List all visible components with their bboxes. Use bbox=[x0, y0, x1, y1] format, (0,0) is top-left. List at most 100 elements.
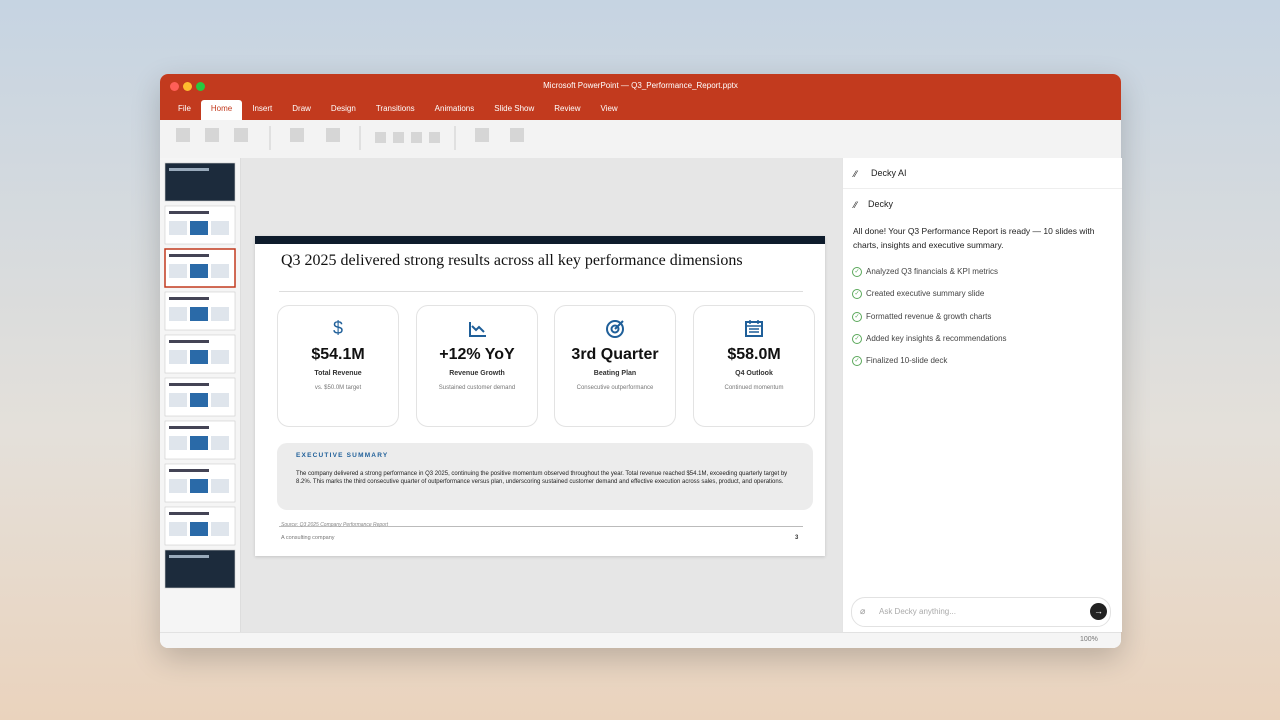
thumbnail-block bbox=[211, 221, 229, 235]
kpi-value: 3rd Quarter bbox=[571, 346, 659, 363]
svg-text:$: $ bbox=[333, 318, 343, 338]
thumbnail-block bbox=[169, 307, 187, 321]
thumbnail-text bbox=[169, 168, 209, 171]
ribbon-tab[interactable]: Draw bbox=[292, 104, 311, 113]
thumbnail-text bbox=[169, 297, 209, 300]
check-icon: ✓ bbox=[852, 267, 862, 277]
thumbnail-block bbox=[211, 522, 229, 536]
thumbnail-block bbox=[190, 221, 208, 235]
ribbon bbox=[160, 120, 1121, 159]
step-item: Analyzed Q3 financials & KPI metrics bbox=[866, 267, 999, 276]
zoom-level[interactable]: 100% bbox=[1080, 636, 1098, 643]
ribbon-tab[interactable]: Review bbox=[554, 104, 581, 113]
decky-logo: ⁄⁄ bbox=[854, 200, 858, 210]
thumbnail-text bbox=[169, 211, 209, 214]
title-bar bbox=[160, 74, 1121, 120]
thumbnail-pane bbox=[160, 158, 241, 632]
ribbon-tab[interactable]: View bbox=[600, 104, 618, 113]
kpi-note: Consecutive outperformance bbox=[576, 385, 654, 391]
thumbnail-block bbox=[169, 522, 187, 536]
thumbnail-text bbox=[169, 469, 209, 472]
input-placeholder: Ask Decky anything... bbox=[879, 607, 956, 616]
slide-top-bar bbox=[255, 236, 825, 244]
thumbnail-block bbox=[169, 221, 187, 235]
thumbnails bbox=[164, 162, 236, 589]
status-bar bbox=[160, 632, 1121, 648]
thumbnail-block bbox=[211, 393, 229, 407]
sender: Decky bbox=[868, 199, 894, 209]
thumbnail-block bbox=[211, 479, 229, 493]
thumbnail-text bbox=[169, 555, 209, 558]
divider bbox=[279, 291, 803, 292]
thumbnail-block bbox=[169, 436, 187, 450]
thumbnail-block bbox=[211, 350, 229, 364]
thumbnail-block bbox=[190, 436, 208, 450]
minimize-button[interactable] bbox=[183, 82, 192, 91]
thumbnail-text bbox=[169, 340, 209, 343]
zoom-button[interactable] bbox=[196, 82, 205, 91]
ribbon-tab[interactable]: Transitions bbox=[375, 104, 415, 113]
kpi-value: $58.0M bbox=[727, 346, 781, 363]
attach-icon[interactable]: ⌀ bbox=[860, 606, 866, 616]
window-title: Microsoft PowerPoint — Q3_Performance_Re… bbox=[543, 81, 738, 90]
kpi-value: +12% YoY bbox=[439, 346, 515, 363]
ribbon-tabs: File Home Insert Draw Design Transitions Anima… bbox=[168, 100, 628, 120]
check-icon: ✓ bbox=[852, 289, 862, 300]
thumbnail-block bbox=[190, 479, 208, 493]
panel-header: Decky AI bbox=[871, 168, 907, 178]
thumbnail-block bbox=[190, 350, 208, 364]
kpi-card: +12% YoY Revenue Growth Sustained customer… bbox=[416, 305, 538, 427]
step-item: Created executive summary slide bbox=[866, 289, 985, 299]
thumbnail-block bbox=[169, 393, 187, 407]
kpi-label: Total Revenue bbox=[314, 370, 362, 377]
source-line bbox=[279, 526, 803, 527]
thumbnail-block bbox=[190, 264, 208, 278]
chat-input[interactable]: ⌀ Ask Decky anything... → bbox=[851, 597, 1111, 627]
kpi-icon bbox=[745, 320, 763, 337]
kpi-note: vs. $50.0M target bbox=[314, 385, 362, 391]
kpi-card: $58.0M Q4 Outlook Continued momentum bbox=[693, 305, 815, 427]
ribbon-tab[interactable]: Slide Show bbox=[494, 104, 535, 113]
thumbnail-block bbox=[211, 436, 229, 450]
kpi-note: Continued momentum bbox=[724, 385, 784, 391]
thumbnail-text bbox=[169, 512, 209, 515]
source: Source: Q3 2025 Company Performance Repo… bbox=[281, 522, 388, 528]
kpi-icon: $ bbox=[333, 318, 343, 338]
thumbnail-block bbox=[211, 307, 229, 321]
summary-body: The company delivered a strong performan… bbox=[296, 471, 788, 485]
kpi-value: $54.1M bbox=[311, 346, 365, 363]
ribbon-icons bbox=[176, 126, 524, 150]
check-icon: ✓ bbox=[852, 311, 862, 322]
thumbnail-block bbox=[190, 393, 208, 407]
thumbnail-block bbox=[190, 522, 208, 536]
thumbnail-block bbox=[169, 264, 187, 278]
ribbon-tab[interactable]: Home bbox=[200, 100, 243, 120]
footer: A consulting company bbox=[281, 535, 335, 541]
thumbnail-block bbox=[169, 479, 187, 493]
summary-box: EXECUTIVE SUMMARY The company delivered … bbox=[277, 443, 813, 510]
thumbnail-text bbox=[169, 383, 209, 386]
thumbnail-block bbox=[211, 264, 229, 278]
summary-heading: EXECUTIVE SUMMARY bbox=[296, 452, 389, 459]
kpi-label: Revenue Growth bbox=[449, 370, 505, 377]
ribbon-tab[interactable]: File bbox=[178, 104, 191, 113]
slide-title: Q3 2025 delivered strong results across … bbox=[281, 252, 743, 269]
step-item: Added key insights & recommendations bbox=[866, 333, 1007, 343]
check-icon: ✓ bbox=[852, 356, 862, 367]
close-button[interactable] bbox=[170, 82, 179, 91]
send-button[interactable]: → bbox=[1090, 603, 1107, 620]
step-item: Formatted revenue & growth charts bbox=[866, 311, 992, 321]
ribbon-tab[interactable]: Animations bbox=[434, 104, 475, 113]
kpi-note: Sustained customer demand bbox=[438, 385, 516, 391]
divider bbox=[843, 188, 1122, 189]
thumbnail-text bbox=[169, 426, 209, 429]
kpi-icon bbox=[606, 320, 624, 338]
step-item: Finalized 10-slide deck bbox=[866, 356, 948, 366]
ribbon-tab[interactable]: Design bbox=[330, 104, 356, 113]
thumbnail-block bbox=[169, 350, 187, 364]
kpi-card: 3rd Quarter Beating Plan Consecutive outpe… bbox=[554, 305, 676, 427]
thumbnail-text bbox=[169, 254, 209, 257]
check-icon: ✓ bbox=[852, 333, 862, 344]
ribbon-tab[interactable]: Insert bbox=[252, 104, 273, 113]
